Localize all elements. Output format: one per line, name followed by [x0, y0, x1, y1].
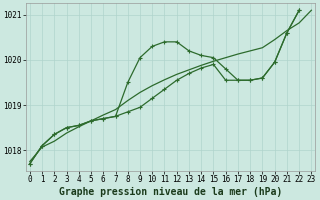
X-axis label: Graphe pression niveau de la mer (hPa): Graphe pression niveau de la mer (hPa)	[59, 186, 282, 197]
